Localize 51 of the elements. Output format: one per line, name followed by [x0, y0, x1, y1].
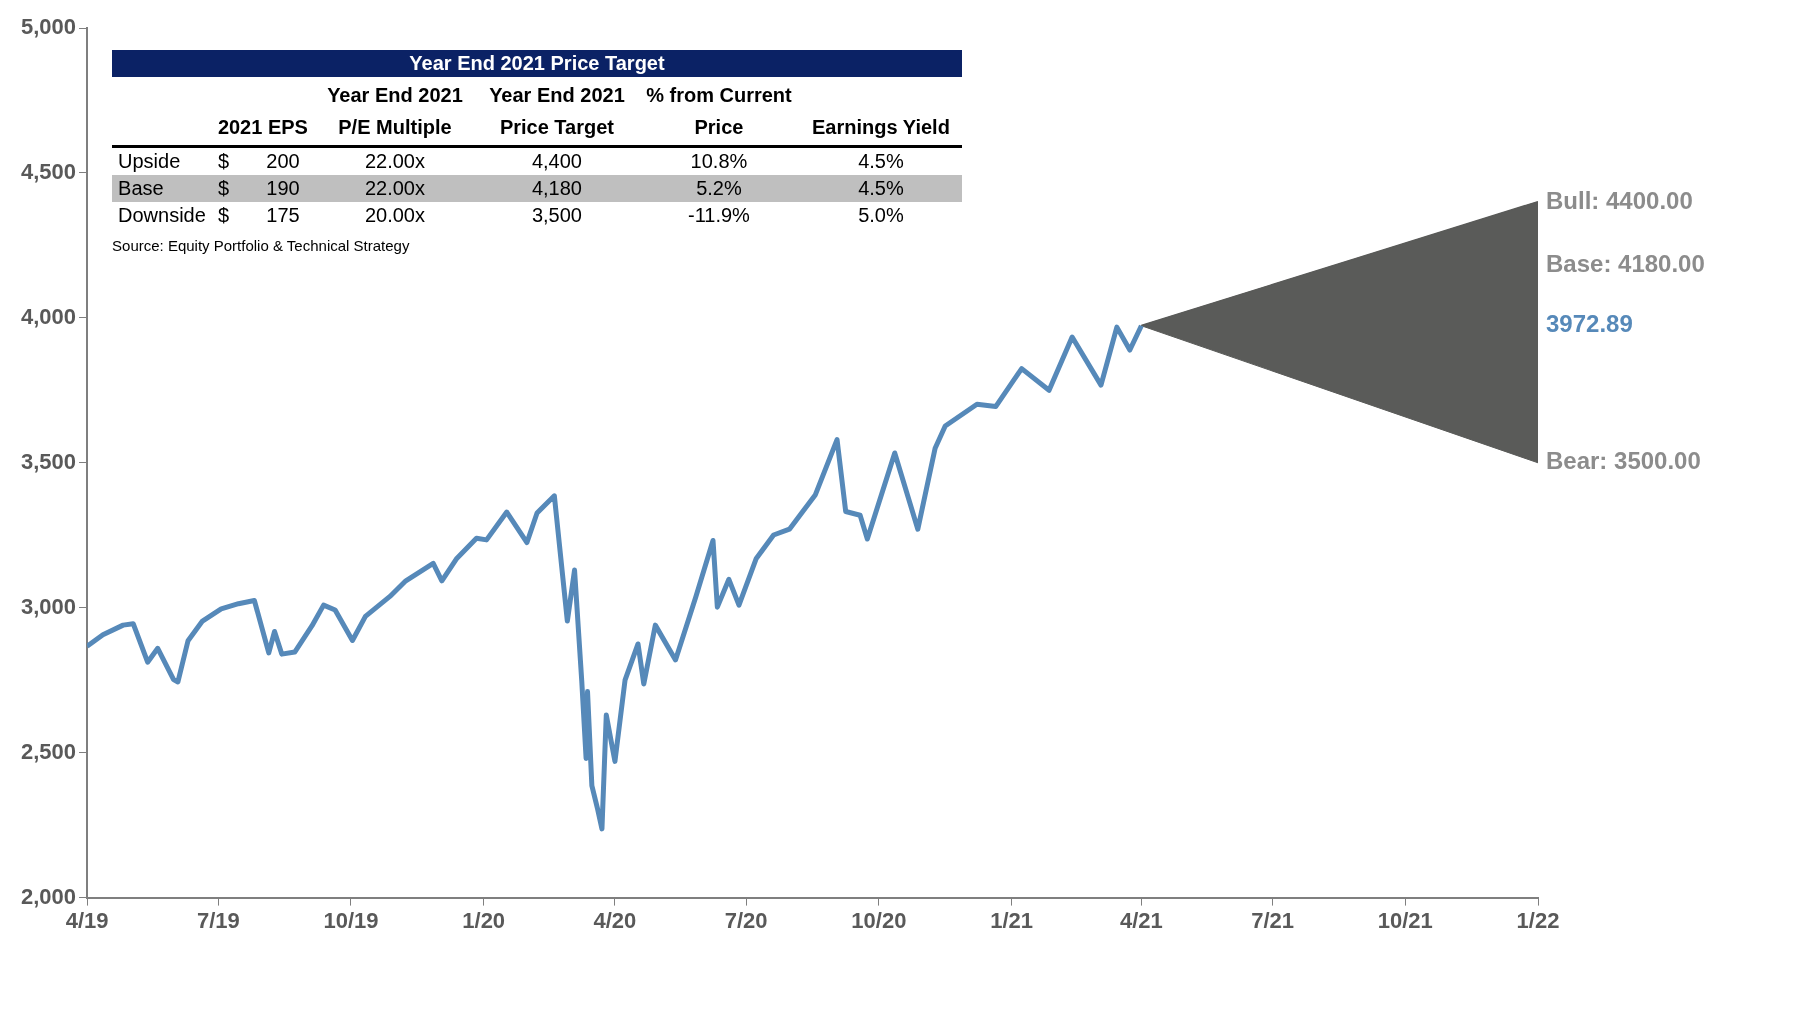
y-tick-label: 4,000 — [20, 303, 77, 329]
annotation: 22.00x — [363, 176, 426, 201]
annotation: Base: 4180.00 — [1546, 250, 1705, 278]
x-tick-label: 4/19 — [65, 907, 109, 933]
annotation: 2021 EPS — [211, 77, 314, 147]
annotation: Downside — [117, 203, 207, 228]
y-tick-label: 3,500 — [20, 448, 77, 474]
y-tick-label: 3,000 — [20, 593, 77, 619]
annotation: 190 — [265, 176, 301, 201]
x-tick-label: 7/19 — [196, 907, 240, 933]
annotation: Source: Equity Portfolio & Technical Strategy — [112, 237, 411, 254]
annotation: 200 — [265, 149, 301, 174]
annotation: 4,180 — [530, 176, 583, 201]
annotation: 3972.89 — [1546, 310, 1633, 338]
x-tick-label: 7/21 — [1251, 907, 1295, 933]
y-tick-label: 4,500 — [20, 159, 77, 184]
annotation: 5.2% — [695, 176, 743, 201]
annotation: Year End 2021 Price Target — [475, 77, 638, 147]
annotation: % from Current Price — [637, 77, 800, 147]
table-title-banner: Year End 2021 Price Target — [112, 50, 962, 77]
annotation: -11.9% — [687, 203, 751, 228]
annotation: 4.5% — [857, 149, 905, 174]
annotation: 3,500 — [530, 203, 583, 228]
x-tick-label: 1/22 — [1516, 907, 1560, 933]
annotation: 4,400 — [530, 149, 583, 174]
annotation: 5.0% — [857, 203, 905, 228]
annotation: Bear: 3500.00 — [1546, 447, 1701, 475]
x-tick-label: 1/20 — [462, 907, 506, 933]
annotation: 4.5% — [857, 176, 905, 201]
annotation: Year End 2021 P/E Multiple — [313, 77, 476, 147]
x-tick-label: 7/20 — [724, 907, 768, 933]
annotation: Upside — [117, 149, 182, 174]
annotation: 10.8% — [689, 149, 749, 174]
annotation: Base — [117, 176, 165, 201]
annotation: Bull: 4400.00 — [1546, 186, 1693, 214]
x-tick-label: 10/20 — [851, 907, 907, 933]
x-tick-label: 10/19 — [323, 907, 379, 933]
y-tick-label: 2,000 — [20, 883, 77, 909]
annotation: 175 — [265, 203, 301, 228]
x-tick-label: 4/20 — [593, 907, 637, 933]
x-tick-label: 4/21 — [1119, 907, 1163, 933]
y-tick-label: 2,500 — [20, 738, 77, 764]
annotation: $ — [216, 176, 230, 201]
annotation: 20.00x — [363, 203, 426, 228]
y-tick-label: 5,000 — [20, 14, 77, 40]
x-tick-label: 1/21 — [990, 907, 1033, 933]
annotation: 22.00x — [363, 149, 426, 174]
annotation: $ — [216, 203, 230, 228]
x-tick-label: 10/21 — [1377, 907, 1433, 933]
annotation: Earnings Yield — [799, 77, 962, 147]
annotation: $ — [216, 149, 230, 174]
